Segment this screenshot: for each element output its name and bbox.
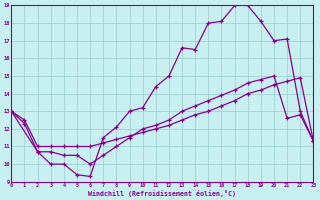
X-axis label: Windchill (Refroidissement éolien,°C): Windchill (Refroidissement éolien,°C) [88, 190, 236, 197]
